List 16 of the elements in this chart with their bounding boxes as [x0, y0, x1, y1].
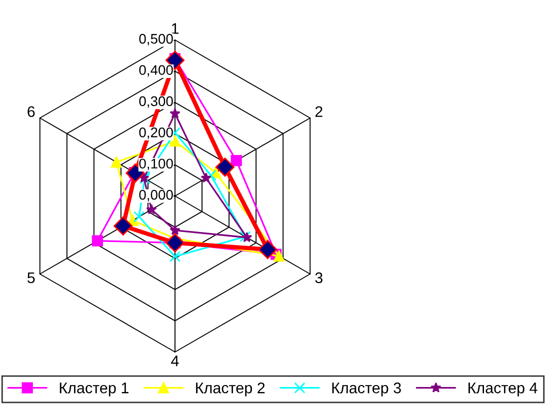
legend-label: Кластер 1 [60, 382, 128, 396]
spoke-label: 2 [315, 106, 322, 117]
legend-label: Кластер 3 [332, 382, 401, 396]
legend-label: Кластер 4 [468, 382, 538, 396]
y-tick-label: 0,300 [139, 96, 173, 108]
y-tick-label: 0,200 [139, 127, 173, 139]
spoke-label: 5 [27, 272, 35, 284]
legend-label: Кластер 2 [196, 382, 265, 396]
spoke-label: 1 [172, 23, 179, 34]
spoke-label: 4 [171, 356, 179, 366]
y-tick-label: 0,000 [139, 190, 173, 202]
y-tick-label: 0,100 [139, 158, 173, 170]
spoke-label: 6 [28, 106, 35, 118]
y-tick-label: 0,400 [139, 65, 173, 77]
spoke-label: 3 [315, 272, 322, 284]
y-tick-label: 0,500 [139, 34, 173, 46]
